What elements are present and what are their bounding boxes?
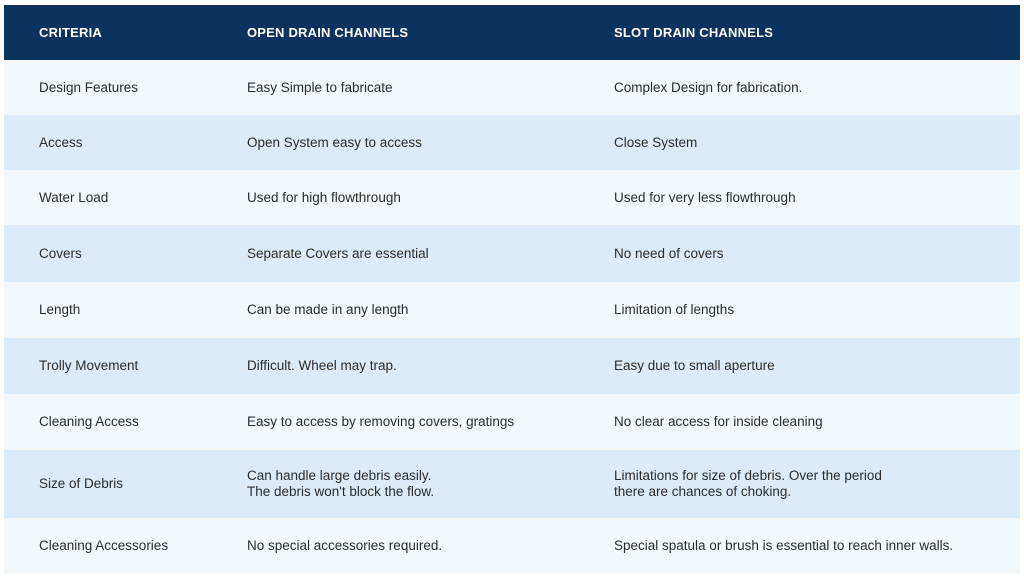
table-cell: Can be made in any length [212,282,579,338]
comparison-table: CRITERIA OPEN DRAIN CHANNELS SLOT DRAIN CH… [4,5,1020,574]
table-cell: Difficult. Wheel may trap. [212,338,579,394]
header-row: CRITERIA OPEN DRAIN CHANNELS SLOT DRAIN CH… [4,5,1020,60]
table-row: Access Open System easy to access Close Sy… [4,115,1020,170]
table-cell: Design Features [4,60,212,115]
table-cell: Covers [4,225,212,282]
table-cell: Separate Covers are essential [212,225,579,282]
table-cell: Cleaning Access [4,394,212,450]
header-cell: OPEN DRAIN CHANNELS [212,5,579,60]
table-cell: Easy Simple to fabricate [212,60,579,115]
table-header: CRITERIA OPEN DRAIN CHANNELS SLOT DRAIN CH… [4,5,1020,60]
table-row: Trolly Movement Difficult. Wheel may trap… [4,338,1020,394]
table-body: Design Features Easy Simple to fabricate C… [4,60,1020,574]
table-cell: Cleaning Accessories [4,518,212,574]
table-cell: Trolly Movement [4,338,212,394]
table-row: Water Load Used for high flowthrough Used … [4,170,1020,225]
table-cell: Close System [579,115,1020,170]
table-cell: No special accessories required. [212,518,579,574]
table-row: Design Features Easy Simple to fabricate C… [4,60,1020,115]
table-row: Size of Debris Can handle large debris ea… [4,450,1020,518]
header-cell: CRITERIA [4,5,212,60]
table-cell: Can handle large debris easily. The debr… [212,450,579,518]
table-cell: Used for very less flowthrough [579,170,1020,225]
table-row: Cleaning Access Easy to access by removin… [4,394,1020,450]
table-row: Covers Separate Covers are essential No ne… [4,225,1020,282]
table-cell: Access [4,115,212,170]
table-container: CRITERIA OPEN DRAIN CHANNELS SLOT DRAIN CH… [4,5,1020,574]
table-cell: Used for high flowthrough [212,170,579,225]
table-cell: Open System easy to access [212,115,579,170]
table-row: Cleaning Accessories No special accessori… [4,518,1020,574]
table-cell: No need of covers [579,225,1020,282]
table-cell: Size of Debris [4,450,212,518]
table-cell: Limitations for size of debris. Over the… [579,450,1020,518]
table-cell: Limitation of lengths [579,282,1020,338]
table-cell: No clear access for inside cleaning [579,394,1020,450]
table-cell: Easy due to small aperture [579,338,1020,394]
table-cell: Easy to access by removing covers, grati… [212,394,579,450]
table-cell: Length [4,282,212,338]
table-cell: Water Load [4,170,212,225]
header-cell: SLOT DRAIN CHANNELS [579,5,1020,60]
table-cell: Special spatula or brush is essential to… [579,518,1020,574]
table-row: Length Can be made in any length Limitatio… [4,282,1020,338]
table-cell: Complex Design for fabrication. [579,60,1020,115]
